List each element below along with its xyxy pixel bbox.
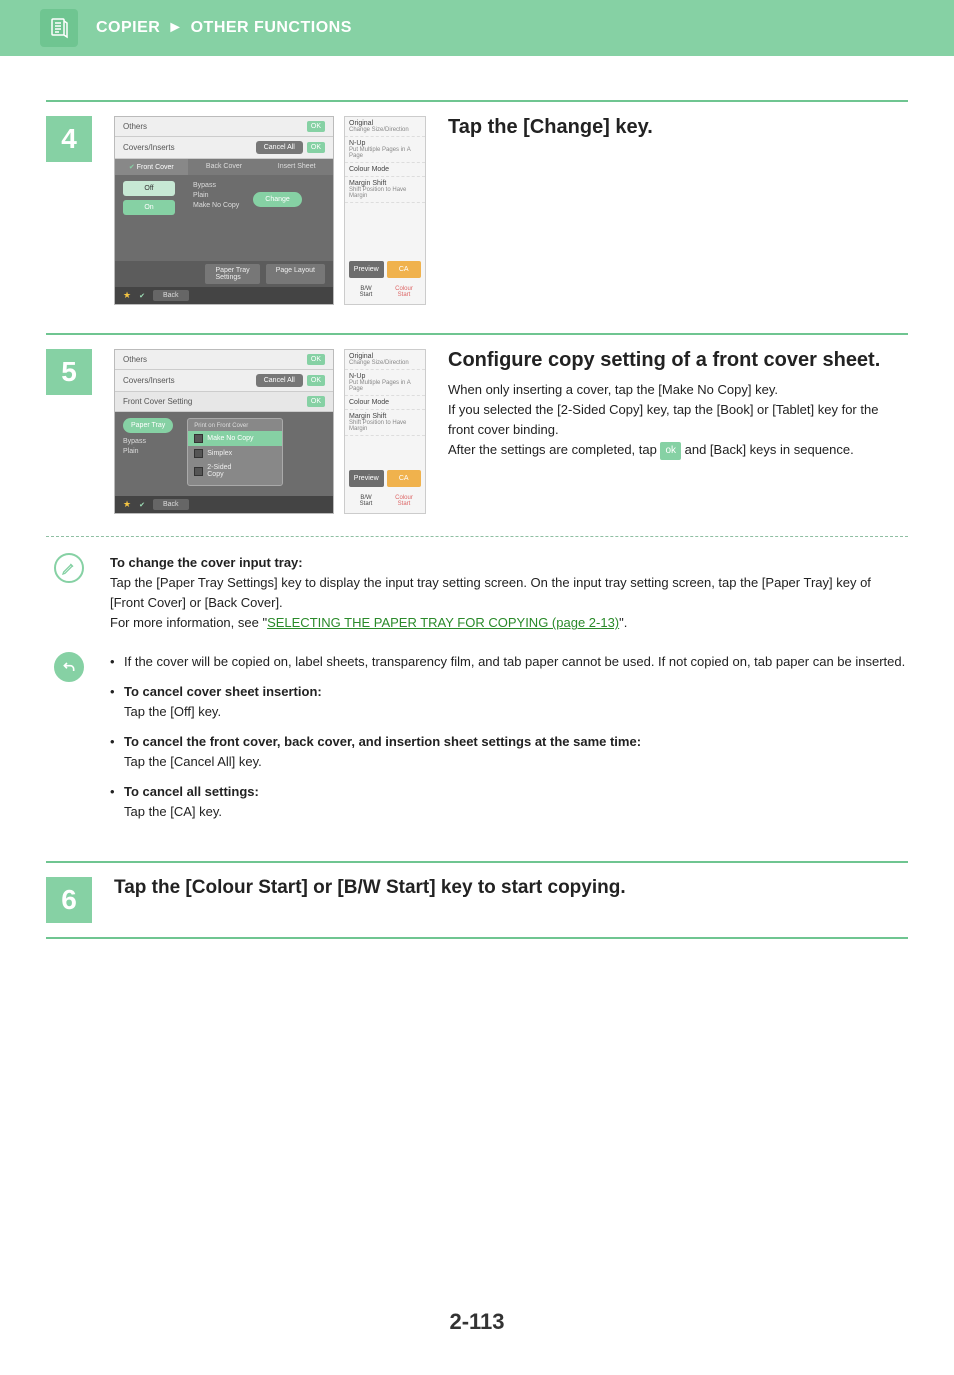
mock4-bw-start[interactable]: B/W Start	[349, 284, 383, 300]
mock4-colour-start[interactable]: Colour Start	[387, 284, 421, 300]
mock5-options: Print on Front Cover Make No Copy Simple…	[187, 418, 283, 486]
check-icon: ✔	[139, 292, 145, 300]
mock5-print-on-front: Print on Front Cover	[188, 423, 282, 431]
mock4-tab-insert[interactable]: Insert Sheet	[260, 159, 333, 175]
mock4-change-button[interactable]: Change	[253, 192, 302, 207]
mock5-cancel-all[interactable]: Cancel All	[256, 374, 303, 387]
step-5-row: 5 Others OK Covers/Inserts Cancel All OK…	[46, 349, 908, 514]
mock5-bypass-plain: Bypass Plain	[123, 437, 173, 457]
check-icon: ✔	[139, 501, 145, 509]
mock5-paper-tray[interactable]: Paper Tray	[123, 418, 173, 433]
mock4-r-nup[interactable]: N-Up	[349, 140, 421, 147]
note-pencil-title: To change the cover input tray:	[110, 553, 908, 573]
mock5-r-original[interactable]: Original	[349, 353, 421, 360]
mock4-page-layout[interactable]: Page Layout	[266, 264, 325, 284]
mock4-r-margin[interactable]: Margin Shift	[349, 180, 421, 187]
mock5-colour-start[interactable]: Colour Start	[387, 493, 421, 509]
step5-title: Configure copy setting of a front cover …	[448, 349, 908, 372]
step-4-row: 4 Others OK Covers/Inserts Cancel All OK…	[46, 116, 908, 305]
mock4-ok2[interactable]: OK	[307, 142, 325, 153]
mock4-makenocopy: Make No Copy	[193, 201, 239, 211]
step5-desc2: If you selected the [2-Sided Copy] key, …	[448, 400, 908, 440]
mock4-right-panel: OriginalChange Size/Direction N-UpPut Mu…	[344, 116, 426, 305]
note-pencil-p1: Tap the [Paper Tray Settings] key to dis…	[110, 573, 908, 613]
star-icon: ★	[123, 290, 131, 301]
mock5-front-cover-setting: Front Cover Setting	[123, 397, 192, 406]
page-number: 2-113	[46, 1309, 908, 1375]
mock5-opt-makenocopy[interactable]: Make No Copy	[188, 431, 282, 446]
mock4-tabs: ✔Front Cover Back Cover Insert Sheet	[115, 159, 333, 175]
step4-mock: Others OK Covers/Inserts Cancel All OK ✔…	[114, 116, 426, 305]
header-bar: COPIER ► OTHER FUNCTIONS	[0, 0, 954, 56]
mock5-ok2[interactable]: OK	[307, 375, 325, 386]
breadcrumb: COPIER ► OTHER FUNCTIONS	[96, 19, 352, 37]
mock4-r-colourmode[interactable]: Colour Mode	[349, 166, 421, 173]
mock4-back-button[interactable]: Back	[153, 290, 189, 301]
step-6-row: 6 Tap the [Colour Start] or [B/W Start] …	[46, 877, 908, 923]
step5-desc3: After the settings are completed, tap ok…	[448, 440, 908, 460]
mock5-r-nup[interactable]: N-Up	[349, 373, 421, 380]
mock5-left-panel: Others OK Covers/Inserts Cancel All OK F…	[114, 349, 334, 514]
star-icon: ★	[123, 499, 131, 510]
mock5-r-colourmode[interactable]: Colour Mode	[349, 399, 421, 406]
note-back-b4: To cancel all settings: Tap the [CA] key…	[110, 782, 908, 822]
mock4-on[interactable]: On	[123, 200, 175, 215]
mock4-covers: Covers/Inserts	[123, 143, 175, 152]
mock5-preview[interactable]: Preview	[349, 470, 384, 487]
ok-inline-icon: ok	[660, 442, 681, 460]
mock4-others: Others	[123, 122, 147, 131]
mock4-bypass: Bypass	[193, 181, 239, 191]
step4-title: Tap the [Change] key.	[448, 116, 908, 139]
note-pencil: To change the cover input tray: Tap the …	[46, 553, 908, 634]
mock4-ca[interactable]: CA	[387, 261, 422, 278]
mock5-right-panel: OriginalChange Size/Direction N-UpPut Mu…	[344, 349, 426, 514]
mock4-paper-tray-settings[interactable]: Paper Tray Settings	[205, 264, 259, 284]
note-back-b1: If the cover will be copied on, label sh…	[110, 652, 908, 672]
mock5-ok1[interactable]: OK	[307, 354, 325, 365]
mock5-opt-2sided[interactable]: 2-Sided Copy	[188, 461, 282, 481]
divider	[46, 333, 908, 335]
step5-mock: Others OK Covers/Inserts Cancel All OK F…	[114, 349, 426, 514]
copier-doc-icon	[40, 9, 78, 47]
breadcrumb-sep: ►	[167, 19, 183, 36]
breadcrumb-section: COPIER	[96, 19, 160, 36]
link-paper-tray[interactable]: SELECTING THE PAPER TRAY FOR COPYING (pa…	[267, 615, 619, 630]
note-back: If the cover will be copied on, label sh…	[46, 652, 908, 833]
mock4-tab-back[interactable]: Back Cover	[188, 159, 261, 175]
note-pencil-p2: For more information, see "SELECTING THE…	[110, 613, 908, 633]
mock5-covers: Covers/Inserts	[123, 376, 175, 385]
mock5-back-button[interactable]: Back	[153, 499, 189, 510]
mock4-preview[interactable]: Preview	[349, 261, 384, 278]
mock4-cancel-all[interactable]: Cancel All	[256, 141, 303, 154]
note-back-b2: To cancel cover sheet insertion: Tap the…	[110, 682, 908, 722]
mock4-off[interactable]: Off	[123, 181, 175, 196]
return-icon	[54, 652, 84, 682]
mock5-opt-simplex[interactable]: Simplex	[188, 446, 282, 461]
step5-desc1: When only inserting a cover, tap the [Ma…	[448, 380, 908, 400]
step-number-4: 4	[46, 116, 92, 162]
note-back-b3: To cancel the front cover, back cover, a…	[110, 732, 908, 772]
mock4-ok1[interactable]: OK	[307, 121, 325, 132]
step6-title: Tap the [Colour Start] or [B/W Start] ke…	[114, 877, 908, 899]
mock5-bw-start[interactable]: B/W Start	[349, 493, 383, 509]
dashed-divider	[46, 536, 908, 537]
mock4-left-panel: Others OK Covers/Inserts Cancel All OK ✔…	[114, 116, 334, 305]
divider	[46, 937, 908, 939]
mock5-r-margin[interactable]: Margin Shift	[349, 413, 421, 420]
mock5-ca[interactable]: CA	[387, 470, 422, 487]
mock4-tab-front[interactable]: ✔Front Cover	[115, 159, 188, 175]
divider	[46, 100, 908, 102]
pencil-icon	[54, 553, 84, 583]
step-number-6: 6	[46, 877, 92, 923]
mock4-r-original[interactable]: Original	[349, 120, 421, 127]
breadcrumb-subsection: OTHER FUNCTIONS	[191, 19, 352, 36]
mock4-plain: Plain	[193, 191, 239, 201]
mock5-ok3[interactable]: OK	[307, 396, 325, 407]
step-number-5: 5	[46, 349, 92, 395]
mock5-others: Others	[123, 355, 147, 364]
divider	[46, 861, 908, 863]
